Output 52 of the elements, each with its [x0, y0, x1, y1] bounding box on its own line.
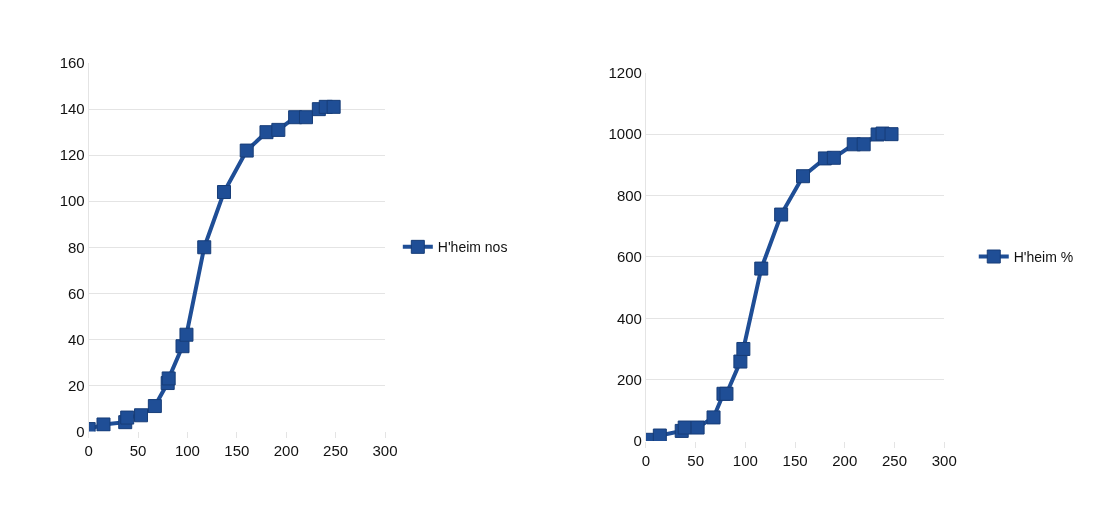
legend-label: H'heim nos — [437, 239, 508, 256]
y-tick-label: 400 — [616, 309, 642, 327]
point — [96, 417, 111, 432]
point — [690, 420, 705, 435]
x-tick-label: 100 — [174, 442, 200, 460]
x-tick-label: 150 — [782, 452, 808, 470]
x-tick-label: 50 — [129, 442, 147, 460]
point — [884, 127, 899, 142]
point — [147, 399, 162, 414]
point — [326, 99, 341, 114]
y-tick-label: 600 — [616, 248, 642, 266]
point — [179, 327, 194, 342]
x-tick-label: 250 — [881, 452, 908, 470]
y-tick-label: 200 — [616, 370, 642, 388]
point — [733, 354, 748, 369]
y-tick-label: 40 — [67, 330, 85, 348]
point — [856, 137, 871, 152]
x-tick-label: 250 — [323, 442, 349, 460]
y-tick-label: 160 — [59, 54, 85, 72]
point — [217, 185, 231, 200]
x-tick-label: 300 — [372, 442, 398, 460]
y-tick-label: 120 — [59, 146, 85, 164]
point — [826, 150, 841, 165]
point — [161, 371, 176, 386]
point — [197, 240, 212, 255]
point — [774, 207, 789, 222]
x-tick-label: 100 — [732, 452, 758, 470]
point — [754, 261, 769, 276]
point — [796, 169, 811, 184]
y-tick-label: 20 — [67, 376, 85, 394]
point — [736, 341, 751, 356]
x-tick-label: 200 — [273, 442, 299, 460]
legend-label: H'heim % — [1013, 248, 1074, 265]
point — [652, 428, 667, 442]
point — [298, 110, 313, 125]
point — [239, 143, 254, 158]
point — [134, 408, 149, 423]
y-tick-label: 80 — [67, 238, 85, 256]
point — [271, 122, 286, 137]
y-tick-label: 1000 — [608, 125, 642, 143]
point — [706, 410, 721, 425]
y-tick-label: 0 — [76, 422, 85, 440]
y-tick-label: 60 — [67, 284, 85, 302]
x-tick-label: 50 — [687, 452, 704, 470]
y-tick-label: 140 — [59, 100, 85, 118]
x-tick-label: 300 — [931, 452, 957, 470]
point — [120, 410, 135, 425]
y-tick-label: 800 — [616, 186, 642, 204]
x-tick-label: 200 — [832, 452, 858, 470]
x-tick-label: 150 — [224, 442, 250, 460]
y-tick-label: 1200 — [608, 64, 642, 82]
y-tick-label: 100 — [59, 192, 85, 210]
